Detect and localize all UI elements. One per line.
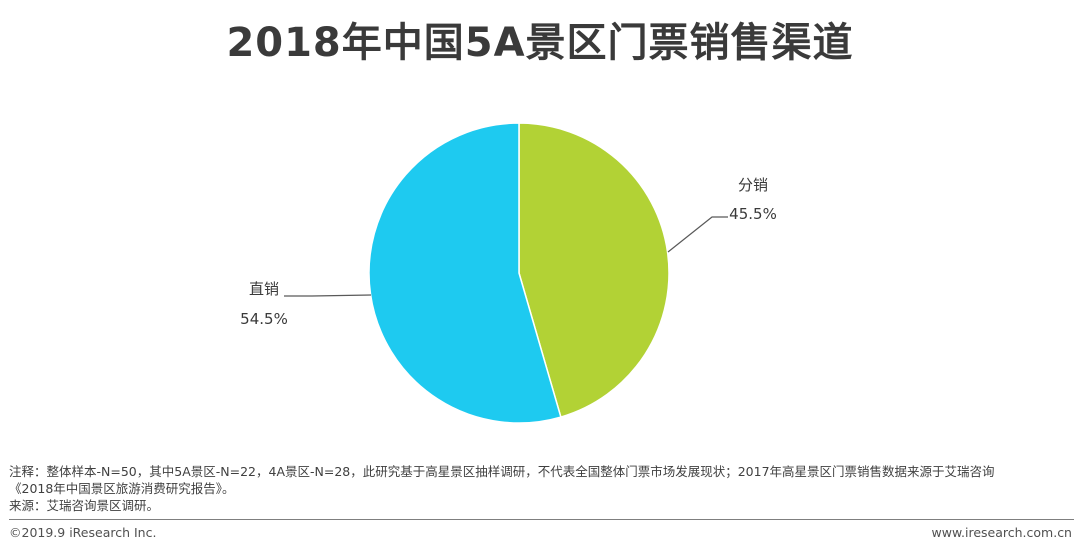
slice-label: 直销 (249, 280, 279, 298)
notes-block: 注释：整体样本-N=50，其中5A景区-N=22，4A景区-N=28，此研究基于… (9, 463, 1074, 514)
source-note: 来源：艾瑞咨询景区调研。 (9, 498, 160, 513)
pie-slice-direct-sales (368, 122, 562, 424)
footer-divider (9, 519, 1074, 520)
slice-value-label: 54.5% (240, 310, 288, 328)
note-line-2: 《2018年中国景区旅游消费研究报告》。 (9, 481, 235, 496)
copyright-text: ©2019.9 iResearch Inc. (9, 525, 157, 540)
slice-label: 分销 (738, 176, 768, 194)
note-line-1: 注释：整体样本-N=50，其中5A景区-N=22，4A景区-N=28，此研究基于… (9, 464, 995, 479)
leader-line (284, 294, 372, 297)
leader-line (667, 216, 728, 253)
website-text: www.iresearch.com.cn (931, 525, 1073, 540)
slice-value-label: 45.5% (729, 205, 777, 223)
pie-chart: 分销 45.5% 直销 54.5% (240, 122, 777, 424)
pie-slice-distribution (518, 122, 670, 418)
chart-title: 2018年中国5A景区门票销售渠道 (226, 20, 854, 66)
